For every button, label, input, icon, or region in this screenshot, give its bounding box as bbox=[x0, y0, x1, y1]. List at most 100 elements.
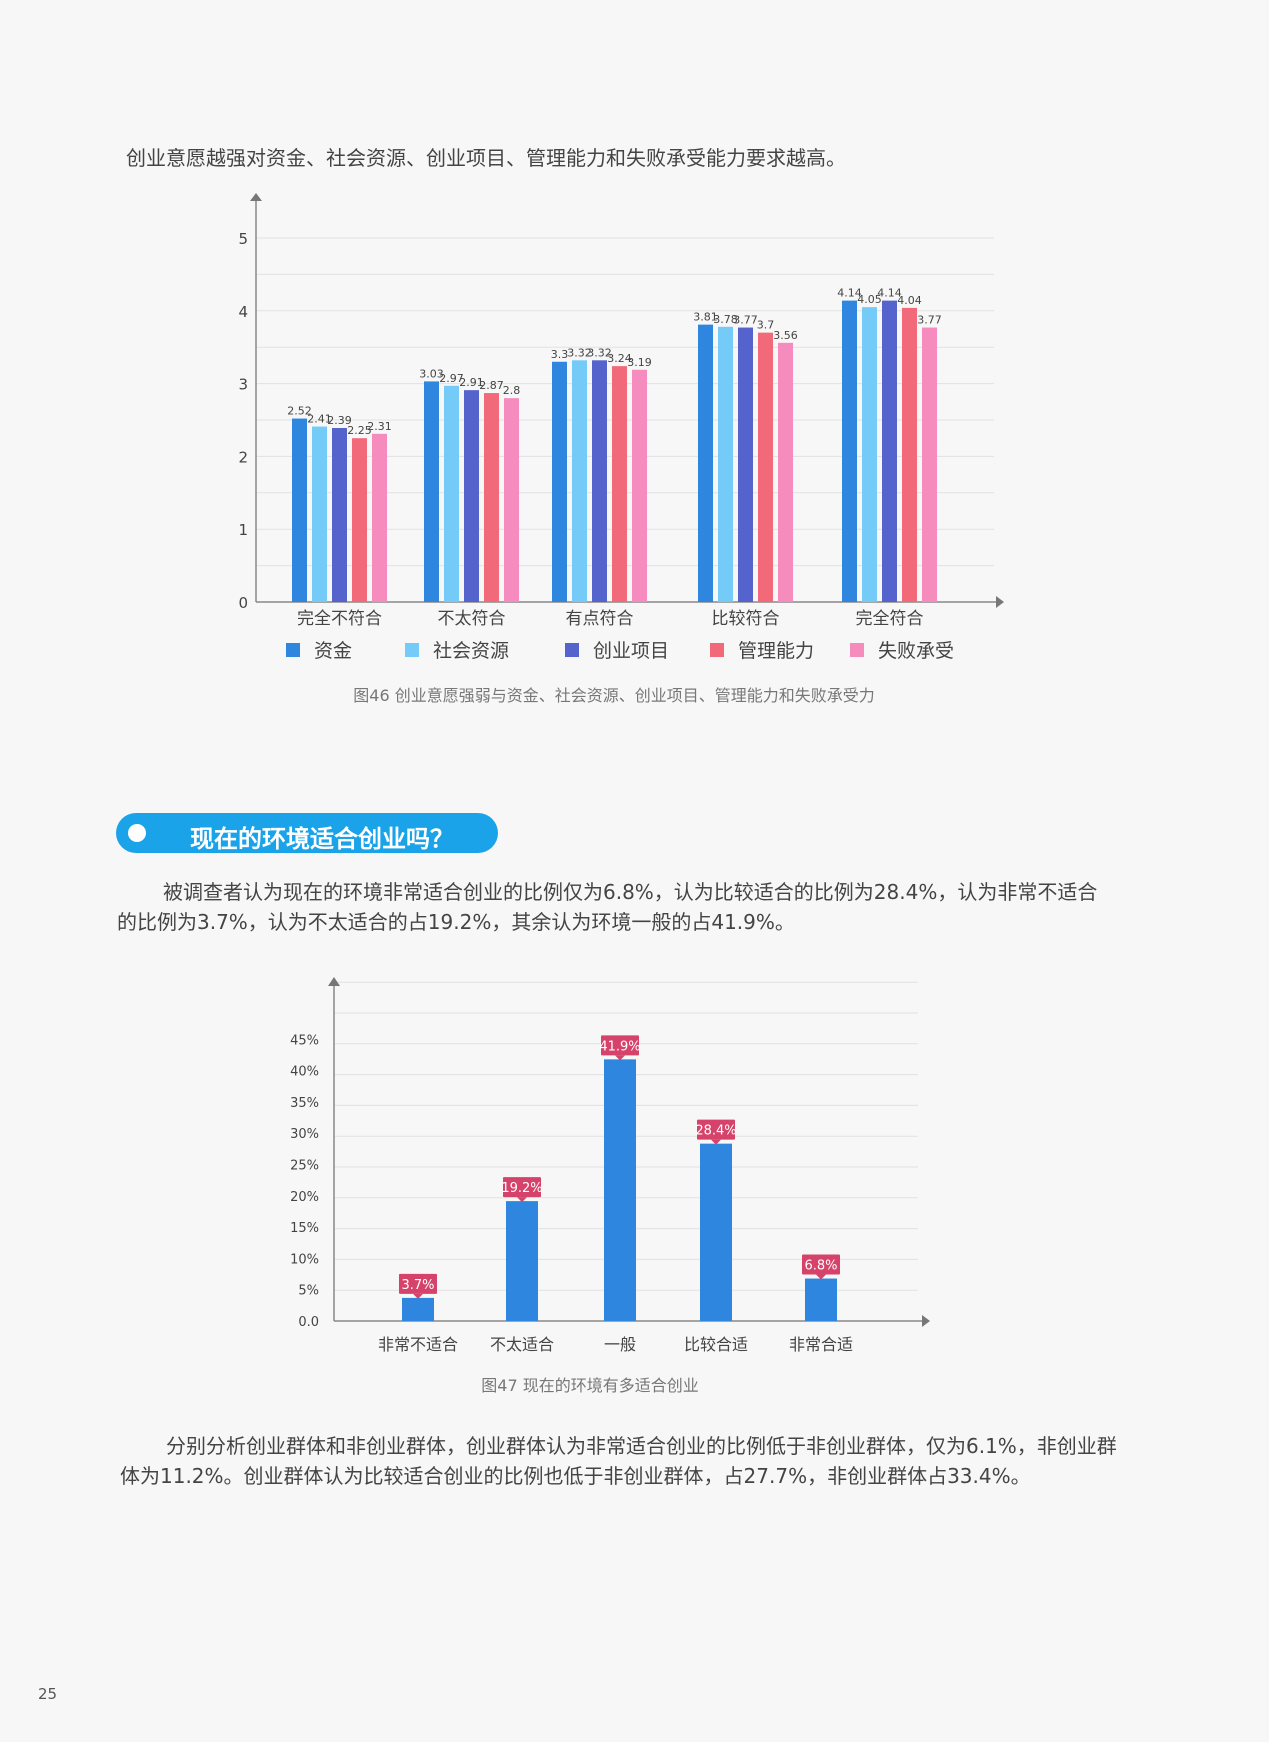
y-tick-label: 30% bbox=[290, 1127, 319, 1142]
bar-value-label: 3.03 bbox=[419, 367, 444, 380]
bar-value-label: 4.04 bbox=[897, 294, 922, 307]
bar bbox=[572, 360, 587, 602]
legend-label: 社会资源 bbox=[433, 640, 509, 662]
bar-value-label: 3.56 bbox=[773, 329, 798, 342]
y-tick-label: 0 bbox=[238, 594, 248, 612]
bar-value-label: 3.19 bbox=[627, 356, 652, 369]
bar bbox=[372, 433, 387, 602]
value-callout-box bbox=[399, 1273, 437, 1294]
y-axis-arrow-icon bbox=[328, 977, 340, 986]
figure-47-caption: 图47 现在的环境有多适合创业 bbox=[481, 1376, 699, 1395]
y-tick-label: 3 bbox=[238, 376, 248, 394]
legend-swatch bbox=[850, 643, 864, 657]
bar-value-label: 4.14 bbox=[877, 287, 902, 300]
y-tick-label: 20% bbox=[290, 1190, 319, 1205]
y-tick-label: 40% bbox=[290, 1065, 319, 1080]
bar bbox=[778, 342, 793, 602]
bar bbox=[805, 1278, 837, 1321]
bar-value-label: 3.77 bbox=[733, 314, 758, 327]
bar bbox=[738, 327, 753, 602]
legend-label: 失败承受 bbox=[878, 640, 954, 662]
bar bbox=[592, 360, 607, 602]
bar-value-label: 2.87 bbox=[479, 379, 504, 392]
value-callout-box bbox=[697, 1119, 735, 1140]
bar bbox=[292, 418, 307, 602]
bar-value-label: 2.8 bbox=[503, 384, 521, 397]
y-tick-label: 4 bbox=[238, 303, 248, 321]
bar bbox=[604, 1059, 636, 1321]
bar-value-label: 3.3 bbox=[551, 348, 569, 361]
y-axis-arrow-icon bbox=[250, 193, 262, 201]
environment-paragraph: 被调查者认为现在的环境非常适合创业的比例仅为6.8%，认为比较适合的比例为28.… bbox=[117, 880, 1098, 934]
section-heading: 现在的环境适合创业吗？ bbox=[116, 813, 498, 853]
bar-value-label: 2.31 bbox=[367, 420, 392, 433]
bar bbox=[902, 307, 917, 602]
bar bbox=[882, 300, 897, 602]
legend-label: 资金 bbox=[314, 640, 352, 662]
bullet-dot-icon bbox=[128, 824, 146, 842]
bar-value-label: 2.91 bbox=[459, 376, 484, 389]
bar-value-label: 2.97 bbox=[439, 372, 464, 385]
value-callout-box bbox=[601, 1035, 639, 1056]
y-tick-label: 45% bbox=[290, 1033, 319, 1048]
section-heading-text: 现在的环境适合创业吗？ bbox=[190, 825, 454, 853]
legend-swatch bbox=[405, 643, 419, 657]
value-callout-box bbox=[503, 1177, 541, 1198]
x-category-label: 不太适合 bbox=[490, 1335, 554, 1354]
bar-value-label: 3.7 bbox=[757, 319, 775, 332]
x-category-label: 不太符合 bbox=[438, 609, 506, 629]
x-category-label: 非常不适合 bbox=[378, 1335, 458, 1354]
x-category-label: 一般 bbox=[604, 1335, 636, 1354]
x-category-label: 完全符合 bbox=[856, 609, 924, 629]
bar-value-label: 19.2% bbox=[501, 1181, 542, 1196]
bar bbox=[922, 327, 937, 602]
group-analysis-paragraph: 分别分析创业群体和非创业群体，创业群体认为非常适合创业的比例低于非创业群体，仅为… bbox=[120, 1434, 1117, 1488]
x-category-label: 比较符合 bbox=[712, 609, 780, 629]
bar bbox=[352, 438, 367, 602]
legend-label: 创业项目 bbox=[593, 640, 669, 662]
y-tick-label: 35% bbox=[290, 1096, 319, 1111]
bar bbox=[312, 426, 327, 602]
page-number: 25 bbox=[38, 1685, 58, 1703]
chart-47: 0.0 5% 10% 15% 20% 25% 30% 35% 40% 45% 3.7% 非常不适合 19… bbox=[290, 977, 930, 1354]
value-callout-pointer bbox=[413, 1293, 423, 1299]
x-category-label: 完全不符合 bbox=[297, 609, 382, 629]
bar-value-label: 3.7% bbox=[401, 1278, 434, 1293]
bar bbox=[506, 1201, 538, 1321]
bar-value-label: 3.32 bbox=[567, 346, 592, 359]
value-callout-pointer bbox=[517, 1197, 527, 1203]
legend-swatch bbox=[565, 643, 579, 657]
bar-value-label: 6.8% bbox=[804, 1259, 837, 1274]
bar-value-label: 41.9% bbox=[599, 1039, 640, 1054]
y-tick-label: 0.0 bbox=[298, 1315, 319, 1330]
bar bbox=[402, 1297, 434, 1321]
y-tick-label: 1 bbox=[238, 521, 248, 539]
bar-value-label: 3.81 bbox=[693, 311, 718, 324]
bar-value-label: 2.25 bbox=[347, 424, 372, 437]
bar bbox=[700, 1143, 732, 1321]
intro-paragraph: 创业意愿越强对资金、社会资源、创业项目、管理能力和失败承受能力要求越高。 bbox=[126, 146, 846, 170]
bar bbox=[632, 369, 647, 602]
bar bbox=[444, 385, 459, 602]
x-axis-arrow-icon bbox=[996, 596, 1004, 608]
x-category-label: 比较合适 bbox=[684, 1335, 748, 1354]
x-axis-arrow-icon bbox=[922, 1315, 930, 1327]
bar-value-label: 3.32 bbox=[587, 346, 612, 359]
bar-value-label: 4.05 bbox=[857, 293, 882, 306]
bar bbox=[862, 307, 877, 602]
bar-value-label: 2.52 bbox=[287, 405, 312, 418]
bar-value-label: 3.78 bbox=[713, 313, 738, 326]
bar bbox=[698, 324, 713, 602]
bar bbox=[842, 300, 857, 602]
bar-value-label: 28.4% bbox=[695, 1124, 736, 1139]
y-tick-label: 25% bbox=[290, 1159, 319, 1174]
legend-swatch bbox=[286, 643, 300, 657]
bar bbox=[332, 428, 347, 602]
value-callout-box bbox=[802, 1254, 840, 1275]
figure-46-caption: 图46 创业意愿强弱与资金、社会资源、创业项目、管理能力和失败承受力 bbox=[353, 686, 875, 705]
bar-value-label: 2.41 bbox=[307, 413, 332, 426]
y-tick-label: 2 bbox=[238, 448, 248, 466]
bar bbox=[758, 332, 773, 602]
y-tick-label: 15% bbox=[290, 1221, 319, 1236]
bar-value-label: 3.24 bbox=[607, 352, 632, 365]
